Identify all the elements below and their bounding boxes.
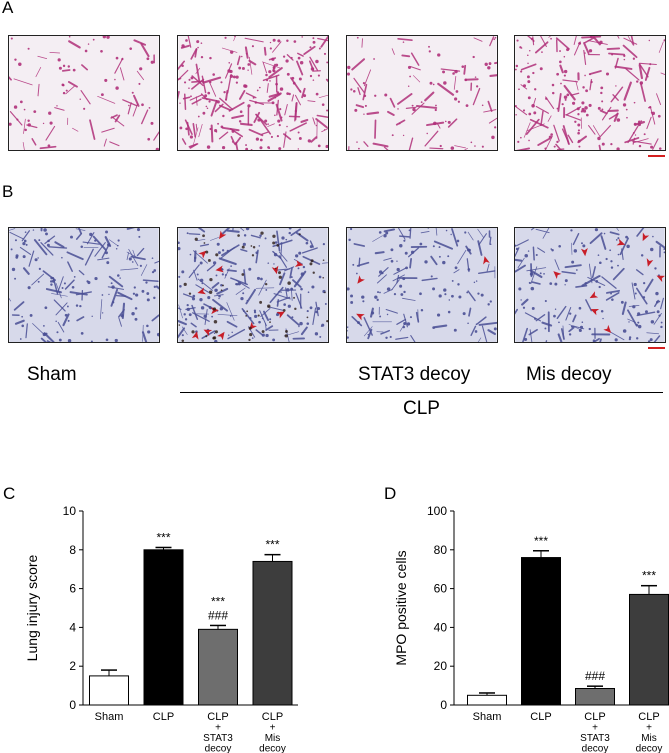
y-tick-label: 8 bbox=[69, 543, 76, 557]
category-label: Mis bbox=[641, 733, 657, 744]
y-tick-label: 10 bbox=[63, 504, 77, 518]
category-label: + bbox=[215, 723, 221, 734]
category-label: CLP bbox=[530, 711, 551, 723]
group-label-mis-decoy: Mis decoy bbox=[526, 364, 612, 385]
significance-label: *** bbox=[642, 569, 656, 583]
bar bbox=[198, 628, 238, 706]
category-label: CLP bbox=[584, 711, 605, 723]
ihc-micrograph-mis-decoy bbox=[514, 227, 666, 343]
he-micrograph-stat3-decoy bbox=[346, 35, 498, 151]
bar bbox=[89, 675, 129, 706]
significance-label: *** bbox=[265, 538, 279, 552]
he-micrograph-sham bbox=[8, 35, 160, 151]
ihc-texture bbox=[9, 228, 159, 342]
he-texture bbox=[347, 36, 497, 150]
y-tick-label: 20 bbox=[434, 659, 448, 673]
he-texture bbox=[9, 36, 159, 150]
scale-bar-a bbox=[648, 155, 665, 157]
y-axis-label: MPO positive cells bbox=[393, 550, 409, 665]
y-tick-label: 80 bbox=[434, 543, 448, 557]
bar bbox=[467, 694, 507, 706]
ihc-texture bbox=[347, 228, 497, 342]
y-tick-label: 60 bbox=[434, 582, 448, 596]
significance-label: *** bbox=[211, 594, 225, 608]
ihc-micrograph-sham bbox=[8, 227, 160, 343]
significance-label: *** bbox=[534, 534, 548, 548]
category-label: + bbox=[646, 723, 652, 734]
y-axis-label: Lung injury score bbox=[24, 554, 40, 661]
group-label-clp: CLP bbox=[403, 398, 440, 419]
ihc-texture bbox=[178, 228, 328, 342]
bar bbox=[252, 560, 293, 706]
category-label: decoy bbox=[205, 744, 232, 753]
scale-bar-b bbox=[648, 347, 665, 349]
y-tick-label: 100 bbox=[427, 504, 447, 518]
ihc-micrograph-stat3-decoy bbox=[346, 227, 498, 343]
category-label: Sham bbox=[473, 711, 502, 723]
category-label: STAT3 bbox=[580, 733, 610, 744]
significance-label: ### bbox=[585, 669, 605, 683]
category-label: Mis bbox=[265, 733, 281, 744]
panel-letter-b: B bbox=[2, 182, 14, 201]
he-texture bbox=[515, 36, 665, 150]
category-label: + bbox=[270, 723, 276, 734]
category-label: CLP bbox=[153, 711, 174, 723]
y-tick-label: 0 bbox=[440, 698, 447, 712]
significance-label: ### bbox=[208, 608, 228, 622]
bar bbox=[143, 549, 184, 706]
y-tick-label: 2 bbox=[69, 659, 76, 673]
category-label: decoy bbox=[259, 744, 286, 753]
y-tick-label: 4 bbox=[69, 620, 76, 634]
he-micrograph-mis-decoy bbox=[514, 35, 666, 151]
bar bbox=[521, 557, 561, 706]
panel-letter-d: D bbox=[384, 484, 397, 503]
bar-chart-mpo-positive-cells: 0 20 40 60 80 100 MPO positive cells Sham *** CLP… bbox=[393, 504, 669, 753]
ihc-texture bbox=[515, 228, 665, 342]
group-label-sham: Sham bbox=[27, 364, 77, 385]
category-label: CLP bbox=[262, 711, 283, 723]
ihc-micrograph-clp bbox=[177, 227, 329, 343]
clp-bracket-line bbox=[180, 392, 663, 393]
panel-letter-a: A bbox=[2, 0, 14, 17]
he-micrograph-clp bbox=[177, 35, 329, 151]
category-label: CLP bbox=[207, 711, 228, 723]
category-label: Sham bbox=[95, 711, 124, 723]
y-tick-label: 6 bbox=[69, 582, 76, 596]
group-label-stat3-decoy: STAT3 decoy bbox=[358, 364, 471, 385]
panel-letter-c: C bbox=[3, 484, 16, 503]
bar bbox=[575, 688, 615, 706]
category-label: CLP bbox=[638, 711, 659, 723]
he-texture bbox=[178, 36, 328, 150]
category-label: decoy bbox=[582, 744, 609, 753]
category-label: + bbox=[592, 723, 598, 734]
bar bbox=[629, 593, 669, 706]
y-tick-label: 0 bbox=[69, 698, 76, 712]
category-label: decoy bbox=[636, 744, 663, 753]
significance-label: *** bbox=[156, 530, 170, 544]
y-tick-label: 40 bbox=[434, 620, 448, 634]
category-label: STAT3 bbox=[203, 733, 233, 744]
